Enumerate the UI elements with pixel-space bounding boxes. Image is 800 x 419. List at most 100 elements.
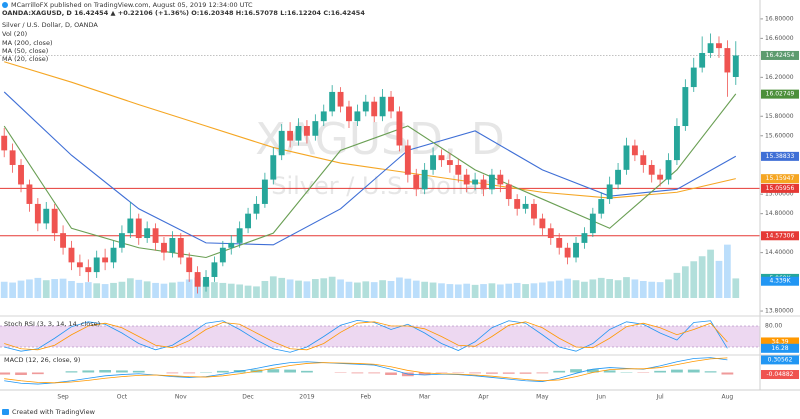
candle-body <box>211 262 218 277</box>
candle-body <box>522 203 529 209</box>
candle-body <box>43 208 50 224</box>
volume-bar <box>673 272 681 298</box>
price-tag <box>761 231 799 241</box>
volume-bar <box>715 260 723 298</box>
volume-bar <box>522 284 529 298</box>
volume-bar <box>101 284 109 298</box>
volume-bar <box>286 279 294 298</box>
x-tick-label: 2019 <box>299 394 314 401</box>
volume-bar <box>261 280 269 298</box>
candle-body <box>9 150 16 165</box>
candle-body <box>531 203 537 219</box>
quote: OANDA:XAGUSD, D 16.42454 ▲ +0.22106 (+1.… <box>2 9 365 17</box>
candle-body <box>539 218 546 229</box>
candle-body <box>118 233 125 248</box>
volume-bar <box>471 284 479 298</box>
candle-body <box>85 267 92 273</box>
macd-line <box>4 357 728 385</box>
volume-bar <box>597 277 605 298</box>
volume-bar <box>362 281 370 298</box>
volume-bar <box>110 282 117 298</box>
stoch-line <box>4 319 728 353</box>
x-tick-label: Nov <box>175 394 187 401</box>
volume-bar <box>421 281 429 298</box>
macd-histogram <box>721 372 734 375</box>
volume-bar <box>581 281 588 298</box>
macd-histogram <box>536 372 549 374</box>
volume-bar <box>278 277 286 298</box>
macd-histogram <box>586 369 599 373</box>
price-tag-label: 15.05956 <box>766 185 795 192</box>
candle-body <box>93 257 100 273</box>
candle-body <box>371 101 378 117</box>
macd-histogram <box>284 369 296 373</box>
y-tick-label: 14.80000 <box>765 210 794 217</box>
volume-bar <box>539 282 546 298</box>
volume-bar <box>227 283 235 298</box>
volume-bar <box>614 280 622 298</box>
candle-body <box>329 91 336 112</box>
price-tag-label: 16.02749 <box>766 91 795 98</box>
volume-bar <box>698 256 706 298</box>
volume-bar <box>530 283 538 298</box>
x-tick-label: Sep <box>57 394 69 401</box>
price-tag <box>761 183 799 193</box>
y-tick-label: 15.80000 <box>765 113 794 120</box>
candle-body <box>480 179 487 190</box>
candle-body <box>682 87 689 127</box>
candle-body <box>245 213 252 229</box>
moving-average <box>4 61 736 199</box>
volume-bar <box>555 280 563 298</box>
price-tag-label: 16.42454 <box>766 52 795 59</box>
candle-body <box>152 228 159 243</box>
candle-body <box>228 242 235 248</box>
volume-bar <box>446 284 454 298</box>
candle-body <box>68 247 75 263</box>
candle-body <box>413 174 420 190</box>
y-tick-label: 16.20000 <box>765 74 794 81</box>
candle-body <box>665 160 672 180</box>
macd-histogram <box>654 370 666 373</box>
candle-body <box>76 262 83 268</box>
volume-bar <box>589 279 597 298</box>
stoch-band <box>0 326 760 347</box>
volume-bar <box>648 281 656 298</box>
volume-bar <box>253 286 260 298</box>
candle-body <box>564 247 571 258</box>
volume-bar <box>396 277 403 298</box>
y-tick-label: 13.80000 <box>765 308 794 315</box>
macd-histogram <box>603 370 616 373</box>
candle-body <box>144 228 151 239</box>
candle-body <box>589 213 596 234</box>
x-tick-label: Feb <box>360 394 371 401</box>
macd-histogram <box>99 370 111 373</box>
price-tag-label: 4.339K <box>769 278 791 285</box>
candle-body <box>505 184 512 200</box>
x-tick-label: Oct <box>117 394 128 401</box>
macd-histogram <box>570 369 582 373</box>
volume-bar <box>143 281 151 298</box>
candle-body <box>716 43 722 49</box>
macd-histogram <box>216 370 229 373</box>
volume-bar <box>547 281 555 298</box>
volume-bar <box>665 279 672 298</box>
x-tick-label: Apr <box>478 394 489 401</box>
volume-bar <box>724 244 731 298</box>
volume-bar <box>387 280 395 298</box>
volume-bar <box>59 278 67 298</box>
candle-body <box>60 233 67 248</box>
y-tick-label: 16.80000 <box>765 15 794 22</box>
candle-body <box>388 96 394 112</box>
price-tag <box>761 343 799 353</box>
volume-bar <box>463 283 471 298</box>
x-tick-label: Mar <box>419 394 431 401</box>
stoch-line <box>4 321 728 351</box>
candle-body <box>556 238 563 248</box>
volume-bar <box>93 283 101 298</box>
candle-body <box>177 238 184 258</box>
candle-body <box>102 257 109 263</box>
volume-bar <box>656 282 664 298</box>
pane-title: Stoch RSI (3, 3, 14, 14, close) <box>4 320 100 328</box>
